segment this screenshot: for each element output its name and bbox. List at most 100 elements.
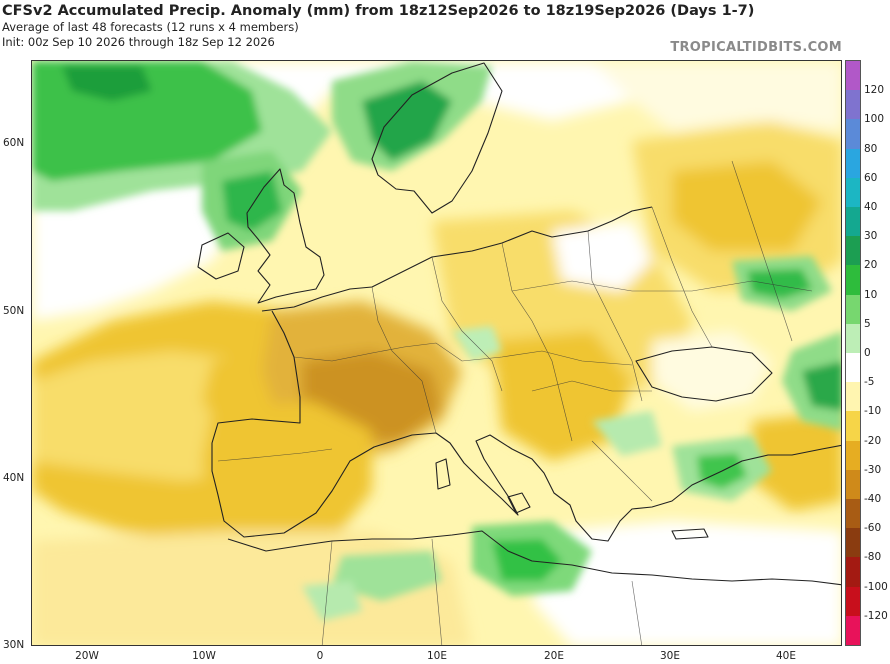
colorbar-segment xyxy=(846,236,860,266)
colorbar-segment xyxy=(846,148,860,179)
colorbar-segment xyxy=(846,323,860,354)
caucasus-gold xyxy=(752,411,841,511)
lon-label-30e: 30E xyxy=(660,650,680,662)
colorbar-segment xyxy=(846,411,860,442)
colorbar-tick-label: -10 xyxy=(864,405,882,418)
scandinavia-coast xyxy=(371,62,503,214)
black-sea-coast xyxy=(635,346,773,402)
colorbar-segment xyxy=(846,353,860,383)
coastlines xyxy=(197,62,841,586)
scotland-green-core xyxy=(222,171,282,231)
neutral-baltic xyxy=(552,221,652,291)
neutral-scandinavia-east xyxy=(592,61,841,131)
colorbar-tick-label: 80 xyxy=(864,142,878,155)
lon-label-10w: 10W xyxy=(192,650,216,662)
colorbar-segment xyxy=(846,294,860,325)
north-coast xyxy=(261,206,653,312)
colorbar-segment xyxy=(846,382,860,412)
colorbar-tick-label: 5 xyxy=(864,317,871,330)
map-canvas xyxy=(32,61,841,645)
lon-label-20e: 20E xyxy=(544,650,564,662)
lat-label-50n: 50N xyxy=(3,305,25,317)
border-line xyxy=(501,242,573,442)
colorbar-segment xyxy=(846,265,860,296)
central-med-green-core xyxy=(492,539,562,581)
balkans-gold xyxy=(492,331,632,461)
border-line xyxy=(293,342,633,366)
caspian-green-core xyxy=(802,361,841,411)
lat-label-30n: 30N xyxy=(3,639,25,651)
map-title: CFSv2 Accumulated Precip. Anomaly (mm) f… xyxy=(2,3,755,19)
ireland-coast xyxy=(197,232,245,280)
colorbar-segment xyxy=(846,90,860,120)
volga-green-core xyxy=(747,269,812,299)
colorbar-tick-label: 0 xyxy=(864,347,871,359)
norway-green-core xyxy=(362,81,452,161)
colorbar-segment xyxy=(846,528,860,558)
border-line xyxy=(431,538,443,645)
border-line xyxy=(591,440,653,502)
sicily-coast xyxy=(507,492,531,514)
north-africa-coast xyxy=(227,530,841,586)
colorbar-tick-label: 10 xyxy=(864,288,878,301)
border-line xyxy=(217,448,333,462)
colorbar-tick-label: -100 xyxy=(864,580,888,593)
morocco-green xyxy=(302,581,362,621)
lat-label-60n: 60N xyxy=(3,137,25,149)
colorbar-tick-label: 120 xyxy=(864,84,885,97)
lon-label-10e: 10E xyxy=(427,650,447,662)
colorbar-segment xyxy=(846,119,860,150)
sardinia-coast xyxy=(435,458,451,490)
colorbar-segment xyxy=(846,615,860,646)
colorbar-segment xyxy=(846,499,860,529)
border-line xyxy=(587,230,643,402)
country-borders xyxy=(217,160,813,645)
europe-anomaly-map xyxy=(31,60,842,646)
colorbar-tick-label: 20 xyxy=(864,259,878,272)
border-line xyxy=(371,286,437,434)
great-britain-coast xyxy=(246,168,325,304)
iberia-gold xyxy=(202,401,372,551)
colorbar-segment xyxy=(846,207,860,237)
precip-anomaly-colorbar xyxy=(845,60,861,646)
border-line xyxy=(651,206,713,348)
colorbar-tick-label: -80 xyxy=(864,551,882,564)
colorbar-segment xyxy=(846,586,860,617)
lon-label-0: 0 xyxy=(316,650,324,662)
wet-anomaly-fields xyxy=(32,61,841,621)
colorbar-tick-label: 100 xyxy=(864,113,885,126)
mediterranean-north-coast xyxy=(211,310,841,542)
colorbar-tick-label: -30 xyxy=(864,463,882,476)
atlantic-dark-green-core xyxy=(62,66,152,101)
border-line xyxy=(431,256,503,392)
colorbar-tick-label: 40 xyxy=(864,201,878,213)
anomaly-fields xyxy=(32,61,841,645)
forecast-average-note: Average of last 48 forecasts (12 runs x … xyxy=(2,20,299,34)
colorbar-tick-label: -60 xyxy=(864,522,882,535)
colorbar-tick-label: -5 xyxy=(864,376,875,389)
colorbar-tick-label: -120 xyxy=(864,609,888,622)
alps-green xyxy=(452,326,502,361)
lat-label-40n: 40N xyxy=(3,472,25,484)
init-time-note: Init: 00z Sep 10 2026 through 18z Sep 12… xyxy=(2,35,275,49)
lon-label-20w: 20W xyxy=(75,650,99,662)
border-line xyxy=(631,580,643,645)
neutral-east-med xyxy=(532,521,841,645)
title-block: CFSv2 Accumulated Precip. Anomaly (mm) f… xyxy=(2,2,754,50)
brand-watermark: TROPICALTIDBITS.COM xyxy=(670,40,842,55)
colorbar-tick-label: -40 xyxy=(864,493,882,505)
border-line xyxy=(511,280,813,292)
crete-coast xyxy=(671,528,709,540)
lon-label-40e: 40E xyxy=(776,650,796,662)
balearic-green xyxy=(332,551,442,601)
adriatic-green xyxy=(592,411,662,456)
colorbar-tick-label: 30 xyxy=(864,230,878,243)
colorbar-segment xyxy=(846,557,860,588)
border-line xyxy=(531,380,652,392)
colorbar-tick-label: 60 xyxy=(864,171,878,184)
border-line xyxy=(731,160,793,342)
border-line xyxy=(321,540,333,645)
colorbar-segment xyxy=(846,61,860,91)
colorbar-segment xyxy=(846,440,860,471)
colorbar-segment xyxy=(846,177,860,208)
